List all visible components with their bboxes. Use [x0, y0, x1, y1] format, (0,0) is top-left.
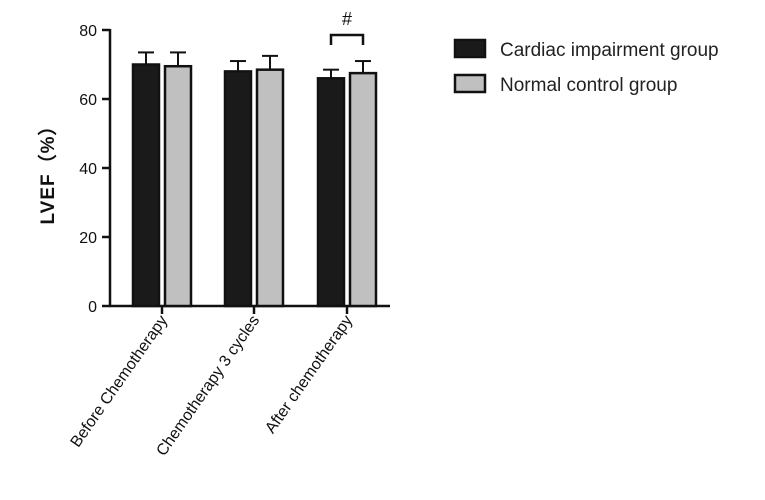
bar-normal-control	[348, 71, 378, 308]
y-tick-label: 20	[79, 230, 97, 247]
x-category-label: After chemotherapy	[262, 313, 356, 437]
legend: Cardiac impairment group Normal control g…	[453, 38, 719, 96]
annotations: #	[329, 9, 365, 45]
significance-marker: #	[342, 9, 352, 29]
y-axis-label: LVEF（%）	[36, 115, 59, 224]
significance-bracket	[329, 33, 365, 45]
legend-label: Normal control group	[500, 75, 677, 96]
legend-label: Cardiac impairment group	[500, 40, 719, 61]
x-category-label: Chemotherapy 3 cycles	[153, 313, 263, 460]
bar-normal-control	[255, 68, 285, 308]
bar-cardiac-impairment	[223, 70, 253, 308]
legend-swatch-normal-control	[453, 73, 487, 94]
y-tick-label: 0	[88, 299, 97, 316]
y-tick-label: 40	[79, 161, 97, 178]
y-tick-label: 60	[79, 92, 97, 109]
bars	[131, 51, 378, 308]
y-tick-label: 80	[79, 23, 97, 40]
bar-cardiac-impairment	[131, 63, 161, 308]
y-ticks: 0 20 40 60 80	[79, 23, 110, 316]
x-category-label: Before Chemotherapy	[68, 313, 172, 451]
bar-normal-control	[163, 64, 193, 308]
legend-swatch-cardiac-impairment	[453, 38, 487, 59]
bar-cardiac-impairment	[316, 77, 346, 308]
